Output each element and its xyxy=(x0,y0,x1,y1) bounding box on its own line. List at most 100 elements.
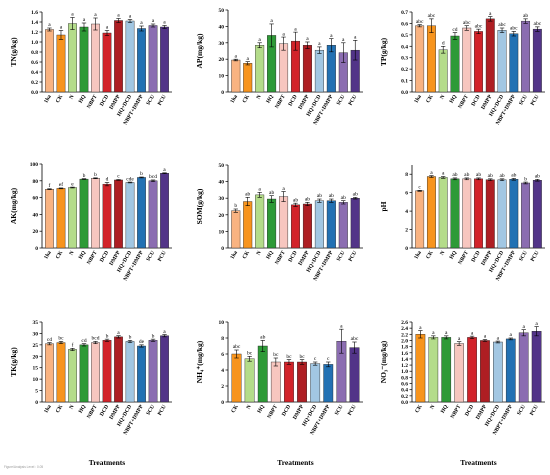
chart-9-ytick-label-4: 0.8 xyxy=(401,375,408,381)
chart-8-sig-letter-4: bc xyxy=(286,354,292,360)
chart-4-xtick-label-3: HQ xyxy=(78,249,88,260)
chart-2-bar-0 xyxy=(231,59,241,93)
chart-5-ytick-label-3: 30 xyxy=(219,196,225,202)
chart-4-bar-10 xyxy=(160,173,169,249)
chart-3-bar-4 xyxy=(462,27,472,93)
chart-3-sig-letter-8: abc xyxy=(510,26,518,32)
chart-3-sig-letter-0: abc xyxy=(416,19,424,25)
chart-9-xtick-label-5: DMPP xyxy=(475,403,488,420)
chart-5-bar-6 xyxy=(302,203,312,249)
chart-8-ytick-label-5: 10 xyxy=(219,320,225,326)
chart-3-xtick-label-2: N xyxy=(439,94,446,100)
chart-6-sig-letter-4: ab xyxy=(464,172,469,178)
chart-6-bar-1 xyxy=(426,176,436,249)
chart-9-y-label: NO₃⁻(mg/kg) xyxy=(379,340,388,383)
chart-7-bar-6 xyxy=(114,336,123,403)
chart-5-bar-4 xyxy=(279,196,289,249)
chart-6-sig-letter-5: ab xyxy=(476,172,481,178)
chart-3-y-label: TP(g/kg) xyxy=(379,37,388,66)
chart-1-sig-letter-4: a xyxy=(94,12,97,18)
chart-9-xtick-label-8: SCU xyxy=(516,404,527,417)
chart-1-xtick-label-5: DCD xyxy=(99,94,110,107)
chart-7-bar-10 xyxy=(160,335,169,403)
chart-3-bar-1 xyxy=(426,25,436,93)
chart-3-xtick-label-10: PCU xyxy=(530,94,541,107)
chart-7-ytick-label-5: 25 xyxy=(33,343,39,349)
chart-9-sig-letter-5: a xyxy=(484,334,487,340)
chart-5-ytick-label-2: 20 xyxy=(219,213,225,219)
chart-5-bar-1 xyxy=(243,201,253,249)
chart-4-bar-7 xyxy=(125,182,135,249)
chart-2-xtick-label-0: 1ha xyxy=(230,94,240,105)
chart-7-sig-letter-9: b xyxy=(152,333,155,339)
chart-2-sig-letter-4: a xyxy=(282,31,285,37)
chart-9-sig-letter-2: a xyxy=(445,330,448,336)
chart-1-ytick-label-2: 0.4 xyxy=(31,70,38,76)
chart-1-y-label: TN(g/kg) xyxy=(9,37,18,67)
chart-4-ytick-label-3: 60 xyxy=(33,196,39,202)
chart-3-ytick-label-2: 0.2 xyxy=(401,67,408,73)
chart-6-xtick-label-4: NBPT xyxy=(457,250,470,266)
chart-7-xtick-label-0: 1ha xyxy=(43,404,53,415)
chart-1-ytick-label-6: 1.2 xyxy=(31,30,38,36)
chart-8-sig-letter-7: c xyxy=(327,356,330,362)
chart-2-sig-letter-9: a xyxy=(342,37,345,43)
chart-6-xtick-label-9: SCU xyxy=(518,250,529,263)
chart-8-xtick-label-1: N xyxy=(246,404,253,410)
chart-4-xtick-label-10: PCU xyxy=(157,250,168,263)
chart-8-x-label: Treatments xyxy=(277,458,313,467)
chart-1-sig-letter-0: a xyxy=(48,22,51,28)
chart-3-xtick-label-0: 1ha xyxy=(413,94,423,105)
chart-2-sig-letter-8: a xyxy=(330,33,333,39)
chart-8-xtick-label-5: DMPP xyxy=(292,403,305,420)
chart-3-bar-7 xyxy=(497,30,507,93)
chart-6-sig-letter-1: a xyxy=(430,170,433,176)
chart-7-ytick-label-4: 20 xyxy=(33,354,39,360)
chart-9-ytick-label-0: 0.0 xyxy=(401,400,408,406)
chart-4-xtick-label-1: CK xyxy=(55,249,65,260)
chart-3-ytick-label-3: 0.3 xyxy=(401,56,408,62)
chart-8-sig-letter-3: bc xyxy=(273,352,279,358)
chart-9-ytick-label-6: 1.2 xyxy=(401,363,408,369)
chart-9-sig-letter-9: a xyxy=(535,321,538,327)
chart-5-xtick-label-2: N xyxy=(256,250,263,256)
chart-8-bar-2 xyxy=(257,345,268,403)
chart-1-bar-6 xyxy=(114,20,123,93)
chart-9-sig-letter-1: a xyxy=(432,330,435,336)
chart-2-sig-letter-0: a xyxy=(235,53,238,59)
chart-1-xtick-label-4: NBPT xyxy=(86,94,99,110)
chart-1-ytick-label-0: 0.0 xyxy=(31,90,38,96)
chart-6-bar-8 xyxy=(509,179,519,249)
chart-3-ytick-label-6: 0.6 xyxy=(401,21,408,27)
chart-8-ytick-label-3: 6 xyxy=(221,352,224,358)
chart-7-xtick-label-2: N xyxy=(69,404,76,410)
chart-8-xtick-label-4: DCD xyxy=(281,404,292,417)
chart-7-bar-5 xyxy=(102,340,112,403)
chart-4-bar-9 xyxy=(148,180,158,249)
chart-1-xtick-label-0: 1ha xyxy=(43,94,53,105)
chart-2-ytick-label-3: 30 xyxy=(219,41,225,47)
chart-7-ytick-label-7: 35 xyxy=(33,320,39,326)
chart-2-ytick-label-4: 40 xyxy=(219,24,225,30)
chart-9-bar-2 xyxy=(441,337,452,403)
chart-9-ytick-label-9: 1.8 xyxy=(401,345,408,351)
chart-6-sig-letter-6: ab xyxy=(488,173,493,179)
chart-7-xtick-label-3: HQ xyxy=(78,403,88,414)
chart-4-bar-4 xyxy=(91,178,100,249)
chart-4-bar-3 xyxy=(79,178,89,249)
chart-8-sig-letter-6: c xyxy=(314,356,317,362)
chart-8-xtick-label-0: CK xyxy=(230,403,240,414)
chart-9-ytick-label-5: 1.0 xyxy=(401,369,408,375)
chart-7-xtick-label-10: PCU xyxy=(157,404,168,417)
chart-5-sig-letter-5: ab xyxy=(293,197,298,203)
chart-9-sig-letter-3: a xyxy=(458,336,461,342)
chart-8-bar-0 xyxy=(231,353,242,403)
chart-7-x-label: Treatments xyxy=(89,458,125,467)
chart-7-bar-1 xyxy=(56,342,66,403)
chart-5-sig-letter-9: ab xyxy=(341,195,346,201)
chart-1-xtick-label-10: PCU xyxy=(157,94,168,107)
chart-2-bar-2 xyxy=(255,45,265,93)
chart-6-sig-letter-7: ab xyxy=(499,173,504,179)
chart-4-ytick-label-2: 40 xyxy=(33,212,39,218)
chart-8-sig-letter-9: abc xyxy=(351,336,359,342)
